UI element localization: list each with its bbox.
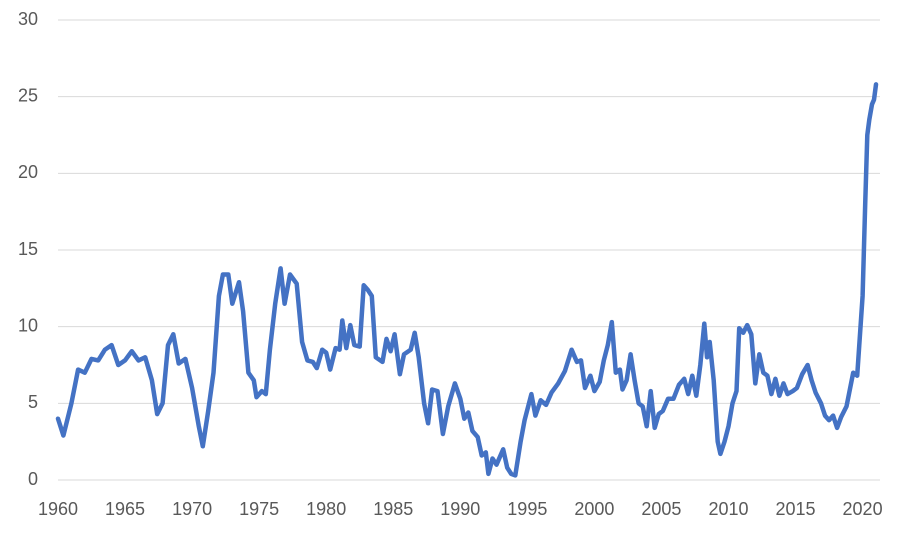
x-tick-label: 1990 xyxy=(440,499,480,519)
x-tick-label: 2005 xyxy=(641,499,681,519)
x-tick-label: 1975 xyxy=(239,499,279,519)
y-tick-label: 30 xyxy=(18,9,38,29)
y-tick-label: 5 xyxy=(28,392,38,412)
y-tick-label: 25 xyxy=(18,85,38,105)
x-tick-label: 2010 xyxy=(708,499,748,519)
y-tick-label: 20 xyxy=(18,162,38,182)
data-line xyxy=(55,82,879,478)
x-tick-label: 1995 xyxy=(507,499,547,519)
x-tick-label: 1970 xyxy=(172,499,212,519)
x-tick-label: 1985 xyxy=(373,499,413,519)
y-tick-label: 0 xyxy=(28,469,38,489)
x-tick-label: 2015 xyxy=(775,499,815,519)
y-tick-label: 10 xyxy=(18,315,38,335)
x-tick-label: 1965 xyxy=(105,499,145,519)
x-tick-label: 1960 xyxy=(38,499,78,519)
x-tick-label: 2000 xyxy=(574,499,614,519)
x-tick-label: 2020 xyxy=(843,499,883,519)
y-tick-label: 15 xyxy=(18,239,38,259)
x-tick-label: 1980 xyxy=(306,499,346,519)
